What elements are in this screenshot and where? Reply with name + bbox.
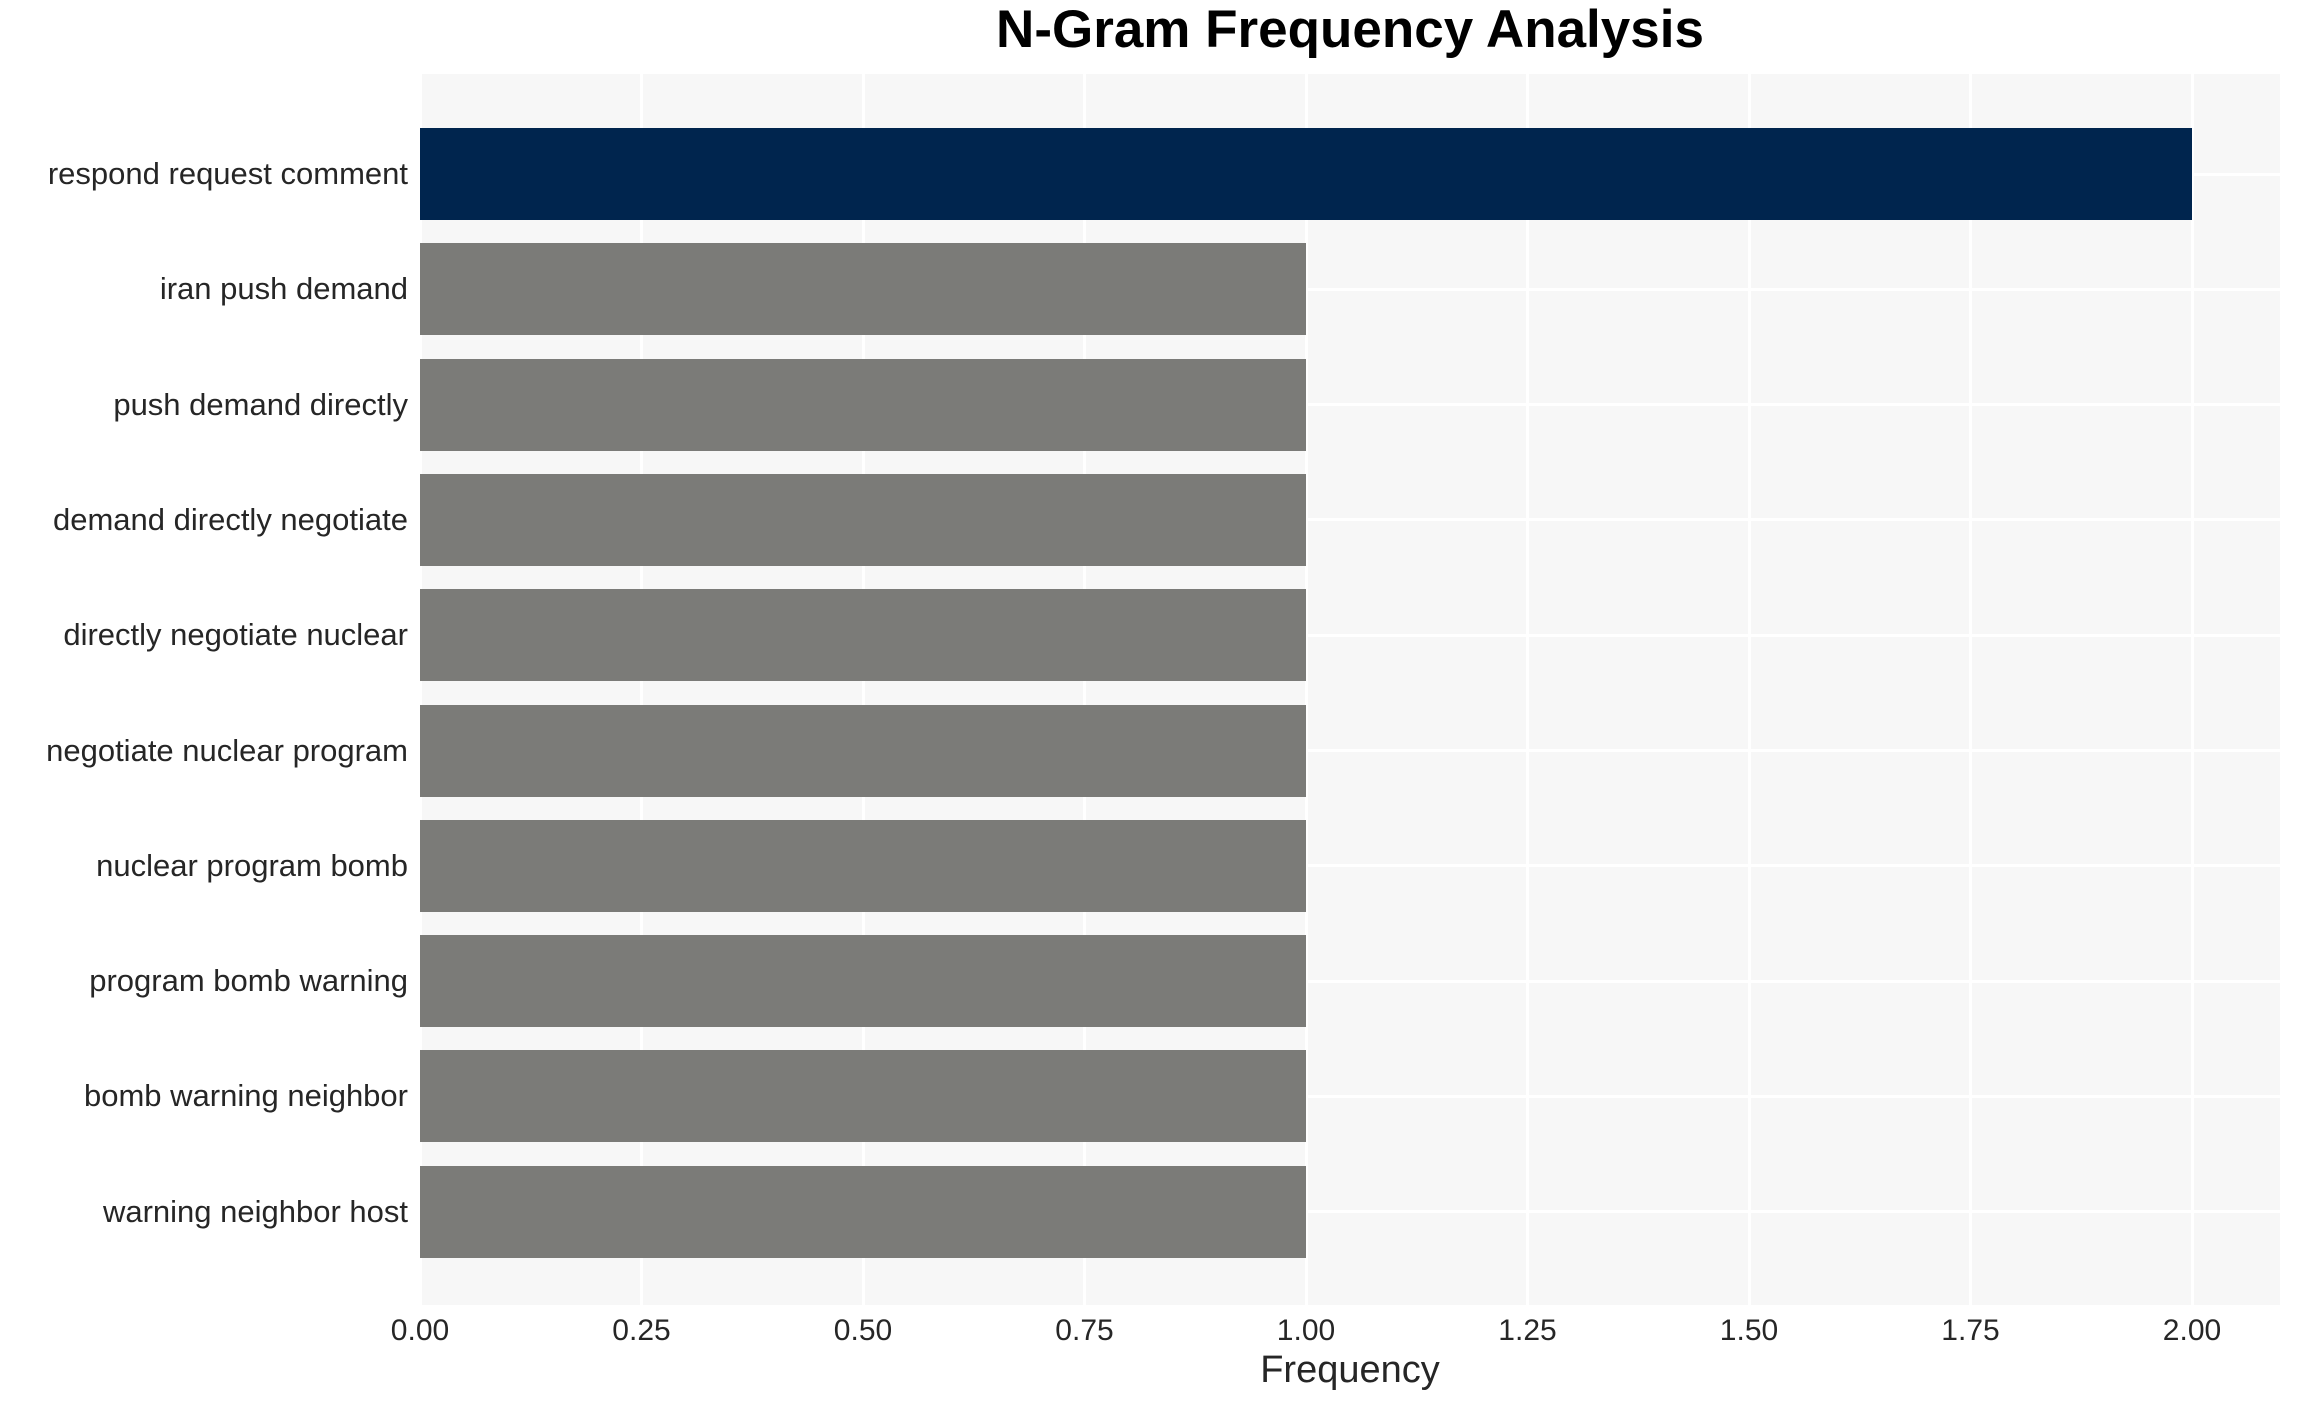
- bar-directly-negotiate-nuclear: [420, 589, 1306, 682]
- y-axis-label: negotiate nuclear program: [46, 732, 408, 768]
- gridline-horizontal: [420, 749, 2280, 752]
- y-axis-label: demand directly negotiate: [52, 501, 408, 537]
- gridline-vertical: [1747, 74, 1751, 1305]
- x-tick-label: 1.25: [1498, 1314, 1557, 1347]
- gridline-horizontal: [420, 287, 2280, 291]
- gridline-horizontal: [420, 979, 2280, 983]
- gridline-vertical: [861, 74, 865, 1305]
- x-tick-label: 1.00: [1276, 1314, 1336, 1347]
- gridline-horizontal: [420, 633, 2280, 637]
- y-axis: respond request comment iran push demand p…: [0, 74, 408, 1305]
- x-tick-label: 1.75: [1941, 1314, 2000, 1347]
- bar-respond-request-comment: [420, 128, 2192, 220]
- gridline-vertical: [640, 74, 643, 1305]
- bar-push-demand-directly: [420, 358, 1306, 451]
- gridline-horizontal: [420, 1210, 2280, 1214]
- y-axis-label: program bomb warning: [89, 963, 408, 999]
- y-axis-label: push demand directly: [113, 386, 408, 422]
- bar-warning-neighbor-host: [420, 1165, 1306, 1258]
- y-axis-label: directly negotiate nuclear: [63, 617, 408, 653]
- plot-area: [420, 74, 2280, 1305]
- y-axis-label: respond request comment: [47, 156, 408, 191]
- y-axis-label: nuclear program bomb: [96, 847, 408, 883]
- gridline-horizontal: [420, 518, 2280, 522]
- x-tick-label: 0.50: [833, 1314, 893, 1347]
- bar-nuclear-program-bomb: [420, 819, 1306, 912]
- x-tick-label: 0.75: [1055, 1314, 1114, 1347]
- bar-demand-directly-negotiate: [420, 473, 1306, 566]
- bar-program-bomb-warning: [420, 935, 1306, 1028]
- x-tick-label: 2.00: [2162, 1314, 2222, 1347]
- chart-title: N-Gram Frequency Analysis: [996, 0, 1704, 59]
- x-axis: 0.00 0.25 0.50 0.75 1.00 1.25 1.50 1.75 2.00: [0, 1305, 2299, 1353]
- bar-bomb-warning-neighbor: [420, 1050, 1306, 1143]
- gridline-vertical: [1083, 74, 1086, 1305]
- bar-iran-push-demand: [420, 243, 1306, 336]
- gridline-vertical: [1969, 74, 1972, 1305]
- gridline-horizontal: [420, 1094, 2280, 1098]
- y-axis-label: bomb warning neighbor: [84, 1078, 408, 1114]
- y-axis-label: iran push demand: [159, 271, 408, 307]
- gridline-vertical: [1304, 74, 1308, 1305]
- gridline-vertical: [420, 74, 422, 1305]
- gridline-horizontal: [420, 864, 2280, 868]
- x-tick-label: 0.25: [612, 1314, 671, 1347]
- bar-negotiate-nuclear-program: [420, 704, 1306, 797]
- x-tick-label: 1.50: [1719, 1314, 1779, 1347]
- x-tick-label: 0.00: [390, 1314, 450, 1347]
- y-axis-label: warning neighbor host: [102, 1193, 408, 1229]
- gridline-vertical: [1526, 74, 1529, 1305]
- gridline-horizontal: [420, 403, 2280, 407]
- gridline-vertical: [2190, 74, 2194, 1305]
- x-axis-title: Frequency: [1260, 1349, 1440, 1391]
